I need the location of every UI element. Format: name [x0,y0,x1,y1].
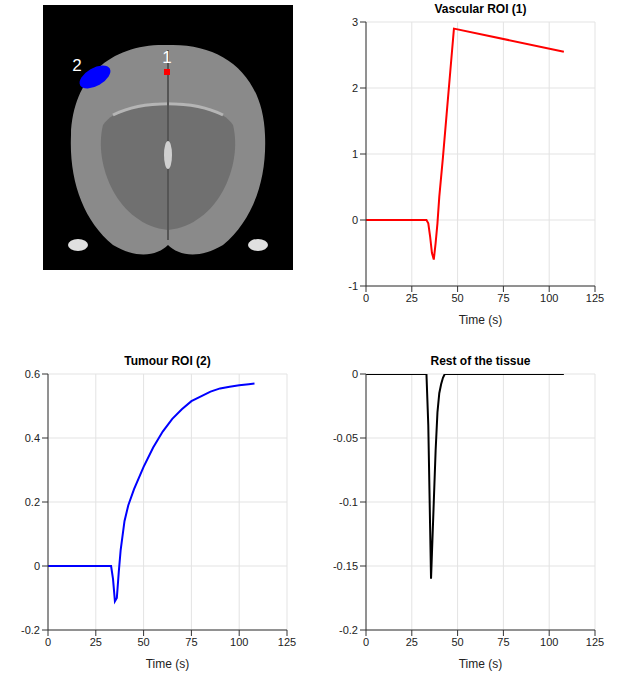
svg-text:100: 100 [540,292,558,304]
svg-text:2: 2 [72,56,81,75]
svg-text:Time (s): Time (s) [459,657,503,671]
svg-text:1: 1 [162,48,171,67]
svg-text:100: 100 [230,636,248,648]
svg-text:-0.1: -0.1 [339,496,358,508]
svg-text:0: 0 [34,560,40,572]
svg-text:75: 75 [497,636,509,648]
svg-text:0: 0 [352,368,358,380]
svg-text:0: 0 [45,636,51,648]
svg-text:-0.15: -0.15 [333,560,358,572]
html-text:Tumour ROI (2): Tumour ROI (2) [124,354,211,368]
svg-text:0: 0 [352,214,358,226]
html-text:Rest of the tissue: Rest of the tissue [430,354,531,368]
svg-text:125: 125 [278,636,296,648]
svg-text:50: 50 [451,292,463,304]
svg-text:-0.2: -0.2 [339,624,358,636]
svg-text:Time (s): Time (s) [459,313,503,327]
svg-text:125: 125 [586,292,604,304]
html-text:Vascular ROI (1): Vascular ROI (1) [434,2,527,16]
svg-text:50: 50 [137,636,149,648]
svg-text:1: 1 [352,148,358,160]
svg-text:2: 2 [352,82,358,94]
svg-text:Time (s): Time (s) [146,657,190,671]
svg-text:125: 125 [586,636,604,648]
svg-text:0: 0 [363,636,369,648]
svg-text:25: 25 [406,292,418,304]
svg-text:-0.05: -0.05 [333,432,358,444]
svg-text:0.4: 0.4 [25,432,40,444]
svg-text:0.6: 0.6 [25,368,40,380]
svg-text:75: 75 [185,636,197,648]
svg-text:50: 50 [451,636,463,648]
svg-text:-0.2: -0.2 [21,624,40,636]
svg-text:25: 25 [90,636,102,648]
svg-text:25: 25 [406,636,418,648]
svg-text:3: 3 [352,16,358,28]
svg-text:75: 75 [497,292,509,304]
svg-text:100: 100 [540,636,558,648]
svg-text:-1: -1 [348,280,358,292]
svg-text:0: 0 [363,292,369,304]
svg-text:0.2: 0.2 [25,496,40,508]
